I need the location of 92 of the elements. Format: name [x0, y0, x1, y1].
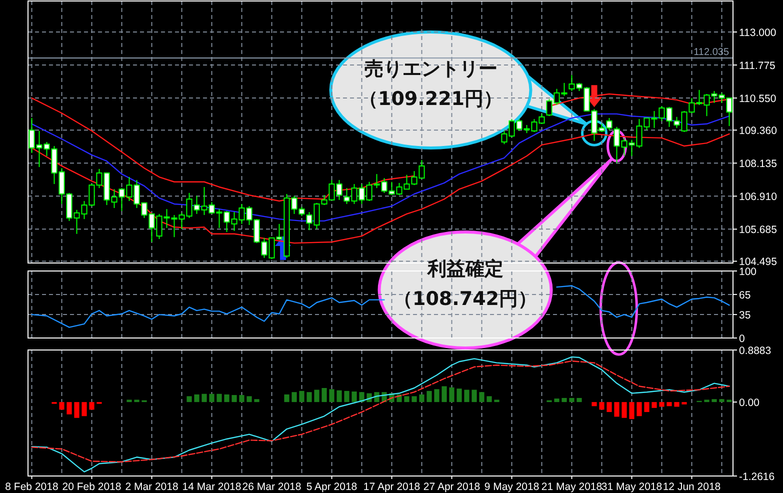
bar [486, 396, 492, 402]
x-tick-label: 14 Mar 2018 [182, 481, 242, 493]
y-tick-label: 113.000 [739, 27, 776, 39]
x-tick-label: 9 May 2018 [484, 481, 540, 493]
bar [232, 395, 237, 402]
x-tick-label: 12 Jun 2018 [662, 481, 721, 493]
y-tick-label: 110.550 [739, 93, 776, 106]
bar [299, 390, 304, 402]
bar [344, 390, 350, 402]
bar [329, 389, 334, 402]
bar [352, 392, 357, 402]
bar [442, 386, 447, 402]
y-tick-label: -1.2616 [739, 471, 775, 483]
annotation: 利益確定 [426, 258, 504, 280]
bar [569, 398, 574, 402]
y-tick-label: 105.685 [739, 224, 778, 236]
bar [712, 399, 717, 402]
bar [134, 400, 140, 402]
y-tick-label: 0.8883 [739, 345, 772, 357]
bar [562, 398, 567, 402]
bar [674, 402, 680, 407]
bar [576, 398, 582, 402]
bar [464, 390, 470, 402]
y-tick-label: 0.00 [739, 397, 760, 410]
bar [434, 389, 440, 402]
annotation: （109.221円） [358, 88, 503, 110]
bar [659, 402, 664, 407]
bar [412, 396, 417, 402]
bar [652, 402, 657, 408]
bar [614, 402, 620, 417]
bar [194, 394, 200, 402]
bar [554, 398, 560, 402]
bar [314, 390, 320, 402]
bar [74, 402, 80, 418]
bar [254, 399, 260, 402]
y-tick-label: 108.135 [739, 158, 778, 170]
bar [292, 392, 297, 402]
y-tick-label: 106.910 [739, 191, 778, 204]
bar [186, 396, 192, 402]
bar [644, 402, 650, 412]
y-tick-label: 65 [739, 289, 751, 302]
bar [599, 402, 604, 410]
x-tick-label: 8 Feb 2018 [5, 481, 58, 493]
y-tick-label: 0 [739, 333, 745, 345]
bar [59, 402, 64, 410]
y-tick-label: 100 [739, 266, 757, 278]
bar [209, 394, 214, 402]
bar [89, 402, 94, 410]
x-tick-label: 17 Apr 2018 [363, 481, 420, 493]
y-tick-label: 35 [739, 310, 751, 322]
bar [419, 394, 424, 402]
bar [216, 394, 222, 402]
bar [726, 400, 732, 402]
bar [239, 395, 244, 402]
ref-line-label: 112.035 [694, 47, 730, 58]
bar [636, 402, 642, 416]
x-tick-label: 31 May 2018 [601, 481, 662, 493]
y-tick-label: 111.775 [739, 60, 776, 72]
x-tick-label: 26 Mar 2018 [242, 481, 302, 493]
bar [224, 394, 230, 402]
bar [322, 388, 327, 402]
x-tick-label: 27 Apr 2018 [423, 481, 480, 493]
bar [704, 400, 710, 402]
x-tick-label: 2 Mar 2018 [125, 481, 178, 493]
bar [456, 388, 462, 402]
bar [472, 390, 477, 402]
x-tick-label: 20 Feb 2018 [62, 481, 122, 493]
bar [336, 390, 342, 402]
bar [284, 394, 290, 402]
annotation: 売りエントリー [364, 58, 498, 80]
bar [719, 399, 724, 402]
bar [666, 402, 672, 406]
bar [246, 396, 252, 402]
bar [622, 402, 627, 418]
y-tick-label: 109.360 [739, 125, 778, 138]
bar [479, 392, 484, 402]
bar [592, 402, 597, 406]
bar [126, 400, 132, 402]
bar [404, 396, 410, 402]
y-tick-label: 104.495 [739, 256, 778, 268]
bar [82, 402, 87, 416]
annotation: （108.742円） [393, 288, 538, 310]
bar [606, 402, 612, 412]
bar [494, 400, 500, 402]
bar [306, 392, 312, 402]
x-tick-label: 21 May 2018 [541, 481, 602, 493]
bar [66, 402, 72, 414]
bar [202, 394, 207, 402]
bar [449, 387, 454, 402]
bar [629, 402, 634, 420]
x-tick-label: 5 Apr 2018 [306, 481, 358, 493]
bar [426, 390, 432, 402]
